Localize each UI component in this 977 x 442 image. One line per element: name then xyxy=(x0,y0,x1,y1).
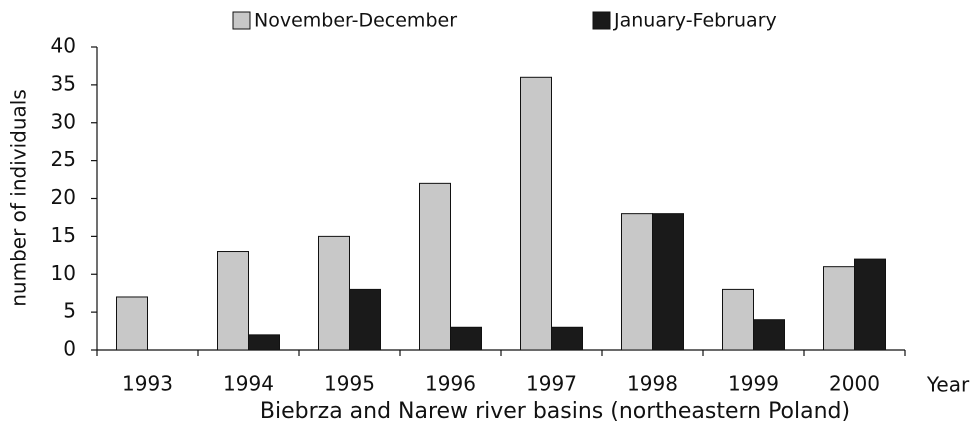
y-tick-label: 35 xyxy=(51,71,76,95)
x-tick-label: 1996 xyxy=(425,372,476,396)
x-tick-label: 1995 xyxy=(324,372,375,396)
bar xyxy=(248,334,280,351)
legend-label: November-December xyxy=(254,10,457,32)
bar xyxy=(854,258,886,351)
bar xyxy=(722,288,754,351)
x-tick-label: 1997 xyxy=(526,372,577,396)
y-tick-label: 5 xyxy=(63,299,76,323)
y-tick-label: 20 xyxy=(51,185,76,209)
y-tick-label: 40 xyxy=(51,34,76,58)
bar xyxy=(318,235,350,351)
x-axis-label: Biebrza and Narew river basins (northeas… xyxy=(260,399,850,424)
legend-label: January-February xyxy=(613,10,777,32)
y-tick-label: 30 xyxy=(51,109,76,133)
bar xyxy=(823,266,855,351)
x-tick-label: 1999 xyxy=(728,372,779,396)
bar xyxy=(217,251,249,351)
legend-swatch xyxy=(232,11,251,30)
legend-swatch xyxy=(592,11,611,30)
bar xyxy=(349,288,381,351)
y-tick-label: 15 xyxy=(51,223,76,247)
bar xyxy=(652,213,684,351)
y-tick-label: 0 xyxy=(63,337,76,361)
y-axis-label: number of individuals xyxy=(7,89,31,307)
bar xyxy=(419,182,451,351)
bar xyxy=(116,296,148,351)
x-tick-label: 1994 xyxy=(223,372,274,396)
bar xyxy=(450,326,482,351)
bar xyxy=(753,319,785,351)
bar xyxy=(551,326,583,351)
bar xyxy=(520,76,552,351)
y-tick-label: 10 xyxy=(51,261,76,285)
x-tick-label: 2000 xyxy=(829,372,880,396)
x-tick-label: 1993 xyxy=(122,372,173,396)
x-axis-unit: Year xyxy=(926,373,970,397)
y-tick-label: 25 xyxy=(51,147,76,171)
bar xyxy=(621,213,653,351)
x-tick-label: 1998 xyxy=(627,372,678,396)
